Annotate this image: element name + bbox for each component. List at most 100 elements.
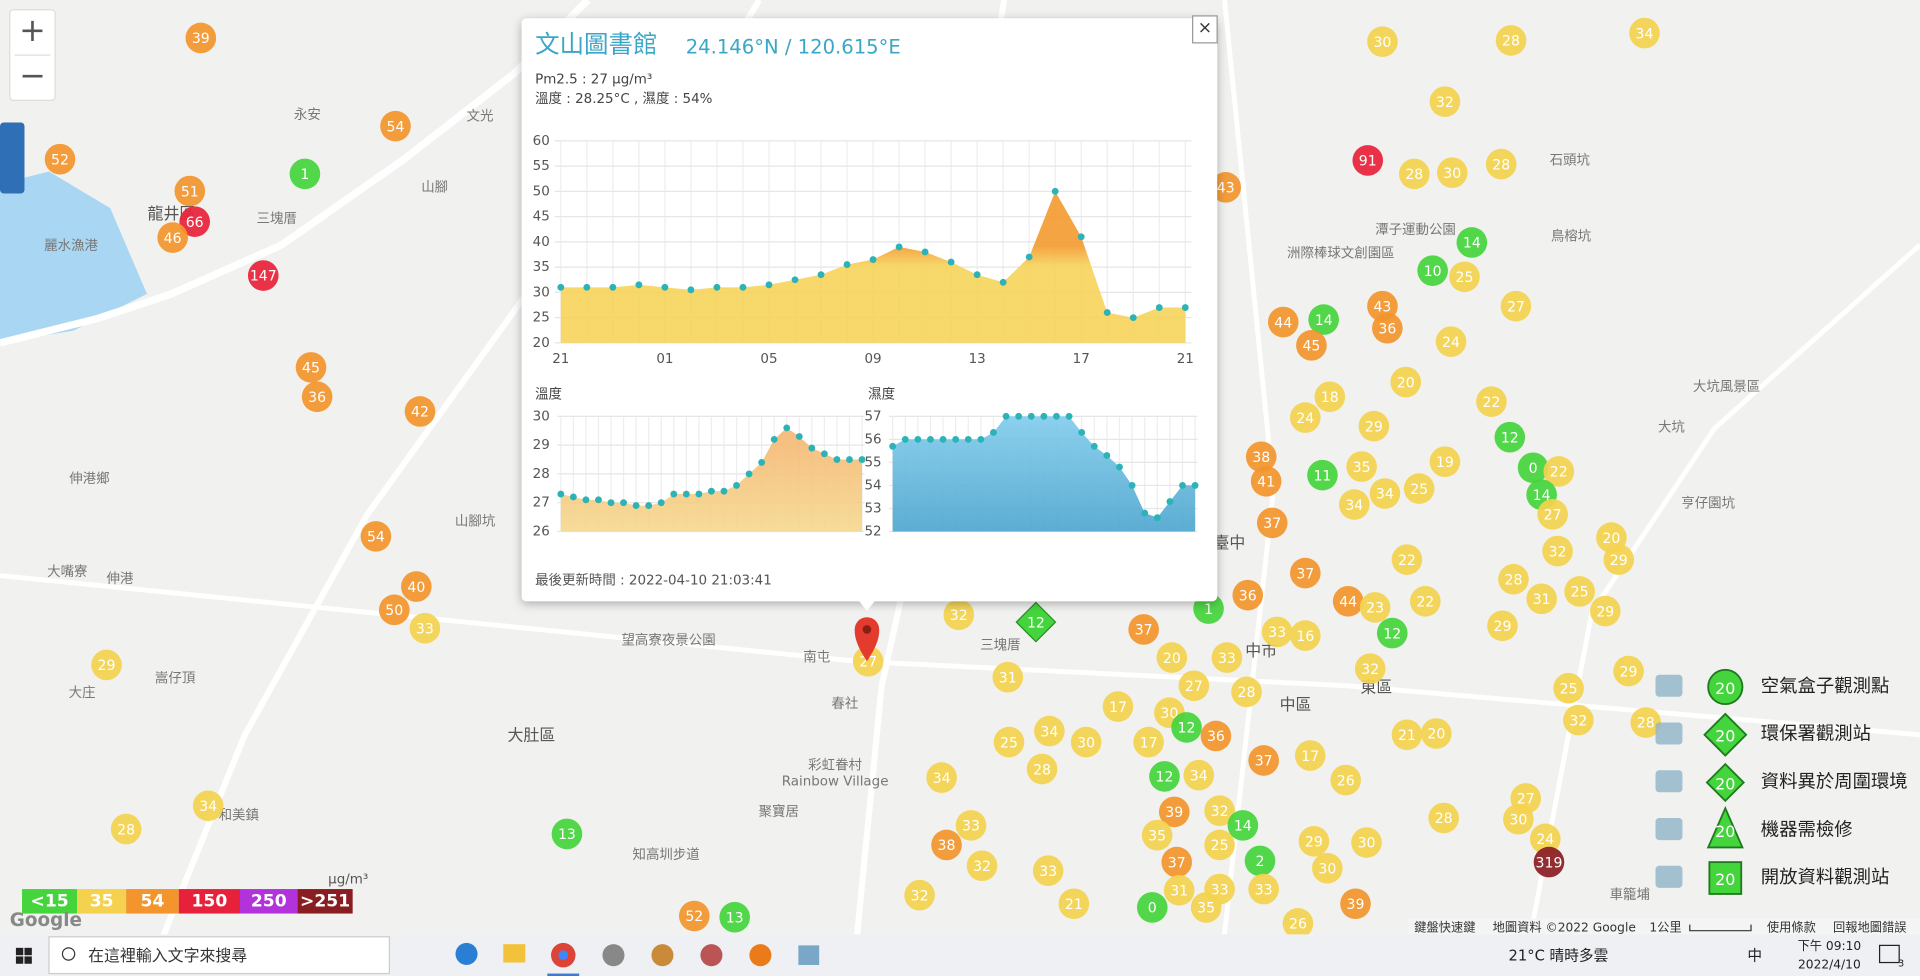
aqi-marker[interactable] [1158, 796, 1190, 828]
aqi-marker[interactable] [1542, 535, 1573, 567]
aqi-marker[interactable] [1250, 465, 1282, 497]
start-button[interactable] [15, 947, 32, 964]
aqi-marker[interactable] [1161, 846, 1193, 878]
aqi-marker[interactable] [852, 645, 884, 677]
aqi-marker[interactable] [992, 661, 1024, 693]
aqi-marker[interactable] [1495, 25, 1527, 56]
aqi-marker[interactable] [1290, 402, 1321, 433]
aqi-marker[interactable] [1435, 326, 1467, 357]
aqi-marker[interactable] [110, 813, 142, 845]
aqi-marker[interactable] [1330, 764, 1362, 796]
aqi-marker[interactable] [380, 110, 411, 142]
ime[interactable]: 中 [1747, 947, 1762, 964]
aqi-marker[interactable] [1190, 892, 1222, 923]
close-box[interactable] [1192, 15, 1218, 44]
aqi-marker[interactable] [1171, 712, 1202, 743]
search-box[interactable] [48, 936, 390, 975]
aqi-marker[interactable] [931, 829, 962, 861]
aqi-marker[interactable] [1183, 759, 1215, 791]
aqi-marker[interactable] [1391, 544, 1423, 575]
aqi-marker[interactable] [1296, 330, 1327, 361]
aqi-marker[interactable] [678, 900, 710, 932]
app-icon[interactable] [455, 942, 478, 965]
aqi-marker[interactable] [1290, 557, 1321, 589]
aqi-marker[interactable] [1248, 873, 1279, 905]
close[interactable]: × [1198, 18, 1212, 38]
aqi-marker[interactable] [1403, 473, 1435, 504]
aqi-marker[interactable] [1429, 446, 1461, 477]
aqi-marker[interactable] [157, 222, 188, 253]
aqi-marker[interactable] [1503, 803, 1534, 835]
aqi-marker[interactable] [1245, 441, 1277, 473]
aqi-marker[interactable] [966, 850, 998, 882]
aqi-marker[interactable] [1564, 576, 1595, 607]
aqi-marker[interactable] [404, 396, 436, 427]
aqi-marker[interactable] [1494, 421, 1526, 453]
aqi-marker[interactable] [551, 818, 583, 850]
aqi-marker[interactable] [1282, 908, 1314, 939]
aqi-marker[interactable] [179, 206, 210, 237]
aqi-marker[interactable] [1436, 157, 1468, 188]
aqi-marker[interactable] [289, 158, 321, 190]
app-icon[interactable] [651, 944, 674, 967]
notification-icon[interactable] [1878, 944, 1900, 964]
aqi-marker[interactable] [1563, 704, 1594, 736]
aqi-marker[interactable] [1141, 819, 1173, 851]
aqi-marker[interactable] [301, 381, 333, 413]
app-icon[interactable] [749, 944, 772, 967]
aqi-marker[interactable] [91, 649, 122, 681]
aqi-marker[interactable] [943, 599, 975, 631]
aqi-marker[interactable] [1133, 726, 1164, 758]
shortcuts[interactable]: 鍵盤快速鍵 [1414, 920, 1475, 935]
aqi-marker[interactable] [1533, 846, 1565, 878]
aqi-marker[interactable] [1290, 620, 1321, 651]
aqi-marker[interactable] [1485, 148, 1517, 180]
aqi-marker[interactable] [1128, 614, 1159, 645]
terms[interactable]: 使用條款 [1767, 920, 1816, 935]
aqi-marker[interactable] [1354, 653, 1386, 684]
aqi-marker[interactable] [1449, 261, 1480, 293]
aqi-marker[interactable] [1178, 670, 1210, 702]
aqi-marker[interactable] [1261, 616, 1293, 648]
aqi-marker[interactable] [1526, 583, 1557, 615]
aqi-marker[interactable] [1244, 845, 1276, 877]
aqi-marker[interactable] [1367, 26, 1398, 57]
aqi-marker[interactable] [1026, 753, 1058, 785]
aqi-marker[interactable] [1537, 499, 1568, 530]
aqi-marker[interactable] [1390, 366, 1422, 398]
epa-marker[interactable] [1015, 601, 1057, 643]
aqi-marker[interactable] [1248, 745, 1279, 776]
aqi-marker[interactable] [401, 571, 432, 602]
aqi-marker[interactable] [1500, 290, 1532, 322]
aqi-marker[interactable] [1298, 825, 1330, 857]
aqi-marker[interactable] [409, 612, 441, 644]
aqi-marker[interactable] [1227, 810, 1259, 841]
app-icon[interactable] [798, 945, 820, 965]
aqi-marker[interactable] [1211, 642, 1243, 673]
aqi-marker[interactable] [1232, 579, 1264, 611]
zoom-in[interactable]: + [19, 11, 46, 49]
aqi-marker[interactable] [1487, 610, 1518, 642]
aqi-marker[interactable] [1231, 676, 1262, 708]
aqi-marker[interactable] [1314, 381, 1346, 413]
aqi-marker[interactable] [1369, 478, 1401, 509]
aqi-marker[interactable] [174, 175, 206, 207]
aqi-marker[interactable] [926, 762, 957, 793]
app-icon[interactable] [503, 944, 526, 963]
aqi-marker[interactable] [295, 352, 327, 383]
aqi-marker[interactable] [1351, 827, 1382, 858]
aqi-marker[interactable] [1358, 410, 1390, 442]
aqi-marker[interactable] [1149, 761, 1180, 792]
aqi-marker[interactable] [1517, 452, 1549, 484]
aqi-marker[interactable] [1359, 592, 1391, 623]
search-text[interactable]: 在這裡輸入文字來搜尋 [88, 946, 247, 965]
aqi-marker[interactable] [1421, 718, 1452, 749]
aqi-marker[interactable] [1613, 655, 1644, 687]
side-tab[interactable] [0, 122, 25, 194]
aqi-marker[interactable] [1391, 719, 1423, 751]
aqi-marker[interactable] [1428, 802, 1459, 834]
aqi-marker[interactable] [185, 22, 217, 54]
aqi-marker[interactable] [1163, 874, 1195, 906]
aqi-marker[interactable] [1553, 672, 1584, 704]
report[interactable]: 回報地圖錯誤 [1833, 920, 1906, 935]
